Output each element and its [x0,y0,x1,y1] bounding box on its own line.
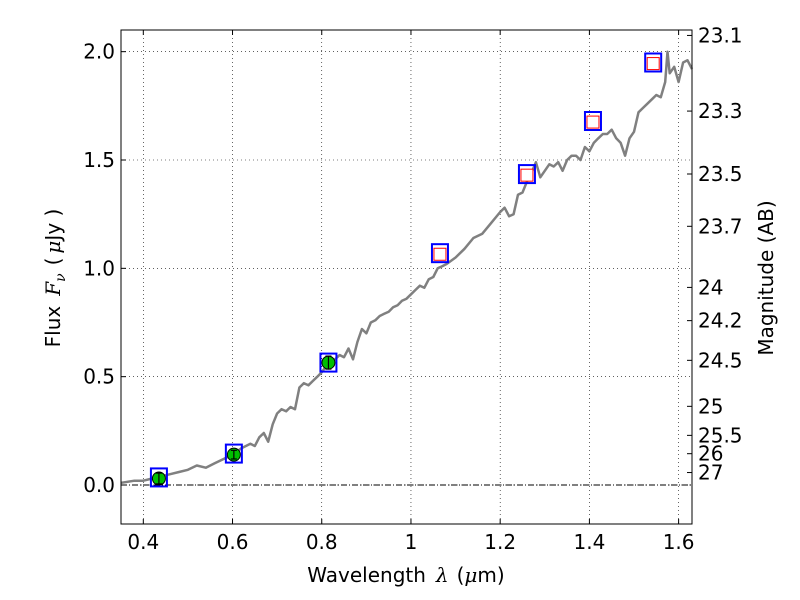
y2-tick-label: 24.2 [698,309,743,333]
y2-tick-label: 25.5 [698,423,743,447]
y2-tick-label: 23.1 [698,23,743,47]
y-tick-label: 2.0 [83,40,115,64]
predicted-photometry-box [646,57,660,71]
x-tick-label: 0.8 [306,530,338,554]
x-tick-label: 1.2 [484,530,516,554]
plot-frame [120,29,693,525]
x-axis-label-unit-open: ( [457,563,465,587]
predicted-photometry-box [433,247,447,261]
x-axis-label-unit-close: m) [477,563,504,587]
predicted-photometry-box [520,168,534,182]
y-axis-label-unit-symbol: μ [41,241,65,254]
y-axis-label-subscript: ν [53,273,69,282]
x-tick-label: 0.4 [127,530,159,554]
y-tick-label: 1.5 [83,148,115,172]
y2-tick-label: 23.3 [698,99,743,123]
y-axis-label: Flux Fν ( μJy ) [41,209,69,348]
x-axis-label: Wavelength λ (μm) [307,563,504,587]
model-photometry-box [583,111,602,131]
markers-group [149,52,663,488]
y-tick-label: 1.0 [83,256,115,280]
x-tick-label: 1.6 [663,530,695,554]
y2-tick-label: 27 [698,461,723,485]
x-axis-label-unit-symbol: μ [464,563,477,587]
model-photometry-box [517,164,536,185]
y2-tick-label: 23.5 [698,162,743,186]
series-line-model-sed [120,50,694,485]
y-axis-label-text: Flux [41,306,65,348]
grid [121,30,692,524]
x-axis-label-symbol: λ [435,563,449,587]
model-photometry-box [430,243,449,264]
y2-tick-label: 25 [698,394,723,418]
model-photometry-box [149,467,168,488]
x-tick-label: 0.6 [217,530,249,554]
y-tick-label: 0.5 [83,365,115,389]
model-photometry-box [224,443,243,464]
y-axis-label-symbol: F [41,281,65,297]
y2-tick-label: 26 [698,442,723,466]
x-tick-label: 1 [405,530,418,554]
y-axis-label-unit-open: ( [41,258,65,266]
ticks: 0.4 0.6 0.8 1 1.2 1.4 1.6 0.0 0.5 1.0 1.5 2.0 23.1 23… [83,23,742,554]
y2-tick-label: 23.7 [698,214,743,238]
y-tick-label: 0.0 [83,473,115,497]
x-axis-label-text: Wavelength [307,563,426,587]
model-photometry-box [319,352,338,373]
series-group [120,50,694,485]
y2-tick-label: 24.5 [698,348,743,372]
y-axis-label-unit-close: Jy ) [41,209,65,243]
predicted-photometry-box [586,115,600,129]
model-photometry-box [644,52,663,73]
y2-axis-label: Magnitude (AB) [754,200,778,355]
y2-tick-label: 24 [698,275,723,299]
x-tick-label: 1.4 [573,530,605,554]
